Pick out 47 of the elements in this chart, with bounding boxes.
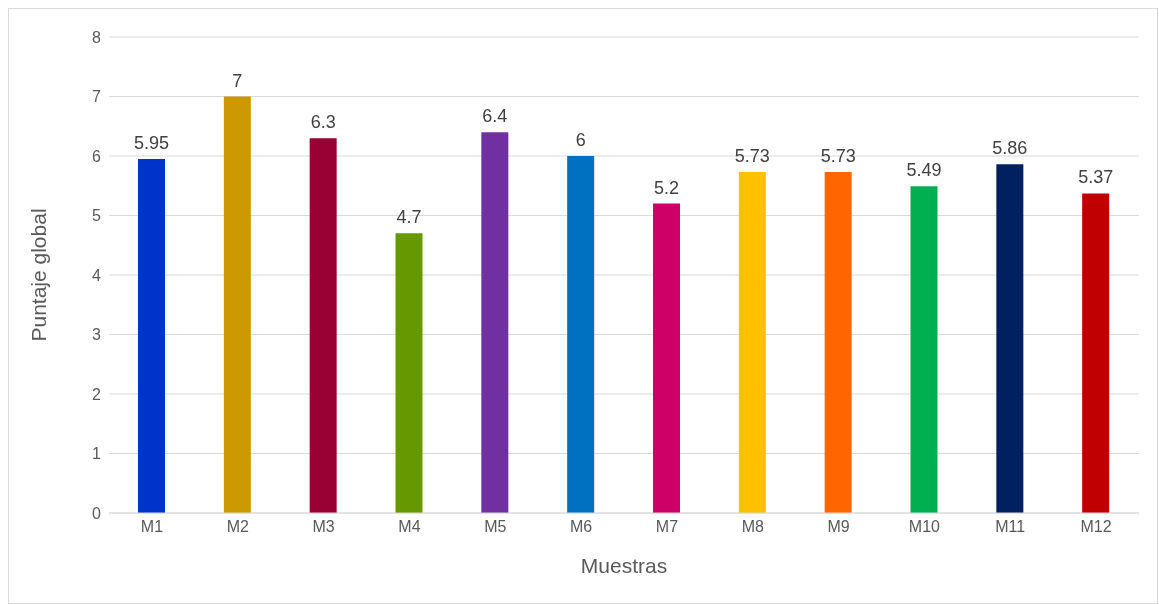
y-tick-label: 8	[92, 28, 102, 46]
y-tick-label: 1	[92, 445, 102, 463]
x-tick-label: M8	[741, 518, 764, 536]
data-label: 6.4	[482, 106, 508, 127]
data-label: 5.73	[734, 146, 770, 167]
data-label: 6.3	[310, 112, 336, 133]
data-label: 7	[232, 70, 243, 91]
y-tick-label: 5	[92, 207, 102, 225]
data-label: 5.2	[653, 177, 680, 198]
y-tick-label: 4	[92, 266, 102, 284]
x-tick-label: M5	[484, 518, 507, 536]
data-label: 6	[575, 130, 586, 150]
bar	[824, 172, 852, 513]
y-tick-label: 7	[92, 88, 102, 106]
data-label: 4.7	[396, 207, 422, 228]
x-tick-label: M7	[655, 518, 679, 536]
bar	[653, 203, 680, 513]
x-tick-label: M3	[312, 518, 335, 536]
y-tick-label: 0	[92, 504, 102, 522]
data-label: 5.86	[992, 138, 1028, 159]
x-tick-label: M1	[140, 518, 164, 536]
bar	[738, 172, 766, 513]
bar	[223, 96, 251, 513]
x-tick-label: M10	[908, 518, 941, 536]
bar	[996, 164, 1024, 513]
x-tick-label: M9	[827, 518, 850, 536]
y-axis-title: Puntaje global	[27, 208, 51, 342]
bar	[395, 233, 423, 513]
y-tick-label: 3	[92, 326, 102, 344]
data-label: 5.95	[133, 132, 170, 153]
x-tick-label: M6	[569, 518, 593, 536]
bar	[138, 158, 165, 513]
data-label: 5.49	[906, 160, 942, 181]
data-label: 5.73	[820, 146, 856, 167]
bar	[481, 132, 509, 513]
bar	[1082, 193, 1110, 513]
bar	[567, 156, 595, 513]
x-tick-label: M12	[1080, 518, 1112, 536]
bar	[910, 186, 938, 513]
x-tick-label: M11	[995, 518, 1026, 536]
y-tick-label: 6	[92, 147, 102, 165]
x-tick-label: M4	[398, 518, 421, 536]
y-tick-label: 2	[92, 385, 102, 403]
bar	[309, 138, 337, 513]
x-tick-label: M2	[226, 518, 249, 536]
x-axis-title: Muestras	[580, 554, 668, 577]
data-label: 5.37	[1078, 167, 1114, 188]
